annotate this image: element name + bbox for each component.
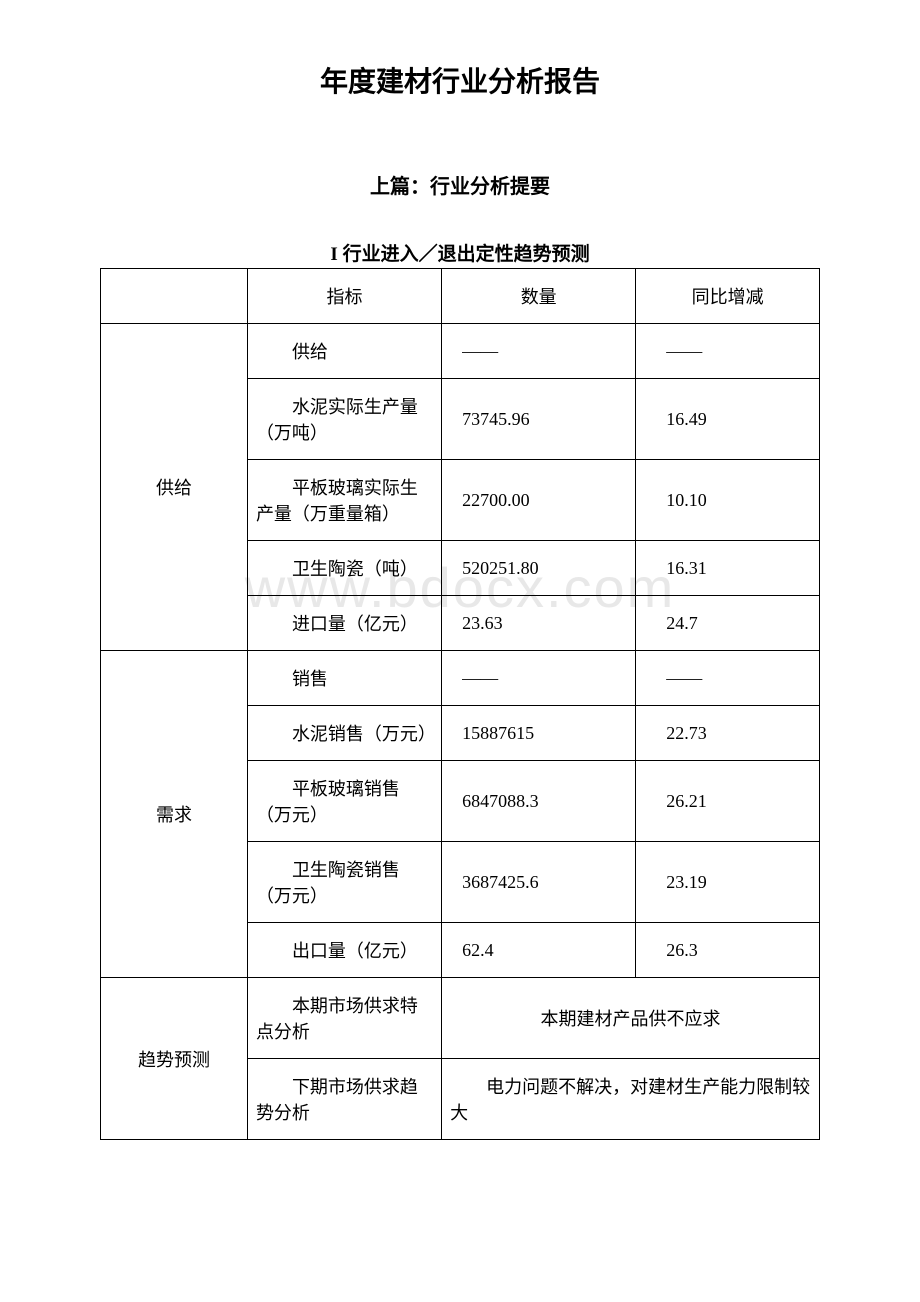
indicator-cell: 进口量（亿元） xyxy=(247,596,441,651)
quantity-cell: 73745.96 xyxy=(442,379,636,460)
sub-title: 上篇：行业分析提要 xyxy=(100,170,820,199)
indicator-cell: 供给 xyxy=(247,324,441,379)
quantity-cell: 15887615 xyxy=(442,706,636,761)
document-content: 年度建材行业分析报告 上篇：行业分析提要 I 行业进入／退出定性趋势预测 指标 … xyxy=(100,60,820,1140)
quantity-cell: 6847088.3 xyxy=(442,761,636,842)
quantity-cell: 22700.00 xyxy=(442,460,636,541)
quantity-cell: 23.63 xyxy=(442,596,636,651)
header-col3: 数量 xyxy=(442,269,636,324)
merged-cell: 本期建材产品供不应求 xyxy=(442,978,820,1059)
change-cell: —— xyxy=(636,651,820,706)
section-title: I 行业进入／退出定性趋势预测 xyxy=(100,239,820,266)
quantity-cell: 62.4 xyxy=(442,923,636,978)
change-cell: 10.10 xyxy=(636,460,820,541)
change-cell: —— xyxy=(636,324,820,379)
indicator-cell: 出口量（亿元） xyxy=(247,923,441,978)
indicator-cell: 本期市场供求特点分析 xyxy=(247,978,441,1059)
change-cell: 23.19 xyxy=(636,842,820,923)
change-cell: 22.73 xyxy=(636,706,820,761)
indicator-cell: 水泥实际生产量（万吨） xyxy=(247,379,441,460)
analysis-table: 指标 数量 同比增减 供给 供给 —— —— 水泥实际生产量（万吨） 73745… xyxy=(100,268,820,1140)
header-col2: 指标 xyxy=(247,269,441,324)
quantity-cell: —— xyxy=(442,651,636,706)
main-title: 年度建材行业分析报告 xyxy=(100,60,820,100)
table-row: 需求 销售 —— —— xyxy=(101,651,820,706)
group-label-demand: 需求 xyxy=(101,651,248,978)
quantity-cell: 3687425.6 xyxy=(442,842,636,923)
table-header-row: 指标 数量 同比增减 xyxy=(101,269,820,324)
quantity-cell: —— xyxy=(442,324,636,379)
change-cell: 16.31 xyxy=(636,541,820,596)
merged-cell: 电力问题不解决，对建材生产能力限制较大 xyxy=(442,1059,820,1140)
indicator-cell: 卫生陶瓷（吨） xyxy=(247,541,441,596)
change-cell: 26.21 xyxy=(636,761,820,842)
indicator-cell: 卫生陶瓷销售（万元） xyxy=(247,842,441,923)
group-label-supply: 供给 xyxy=(101,324,248,651)
table-row: 供给 供给 —— —— xyxy=(101,324,820,379)
header-col4: 同比增减 xyxy=(636,269,820,324)
indicator-cell: 平板玻璃实际生产量（万重量箱） xyxy=(247,460,441,541)
group-label-forecast: 趋势预测 xyxy=(101,978,248,1140)
indicator-cell: 水泥销售（万元） xyxy=(247,706,441,761)
change-cell: 26.3 xyxy=(636,923,820,978)
header-col1 xyxy=(101,269,248,324)
indicator-cell: 下期市场供求趋势分析 xyxy=(247,1059,441,1140)
table-row: 趋势预测 本期市场供求特点分析 本期建材产品供不应求 xyxy=(101,978,820,1059)
change-cell: 16.49 xyxy=(636,379,820,460)
indicator-cell: 平板玻璃销售（万元） xyxy=(247,761,441,842)
indicator-cell: 销售 xyxy=(247,651,441,706)
quantity-cell: 520251.80 xyxy=(442,541,636,596)
change-cell: 24.7 xyxy=(636,596,820,651)
